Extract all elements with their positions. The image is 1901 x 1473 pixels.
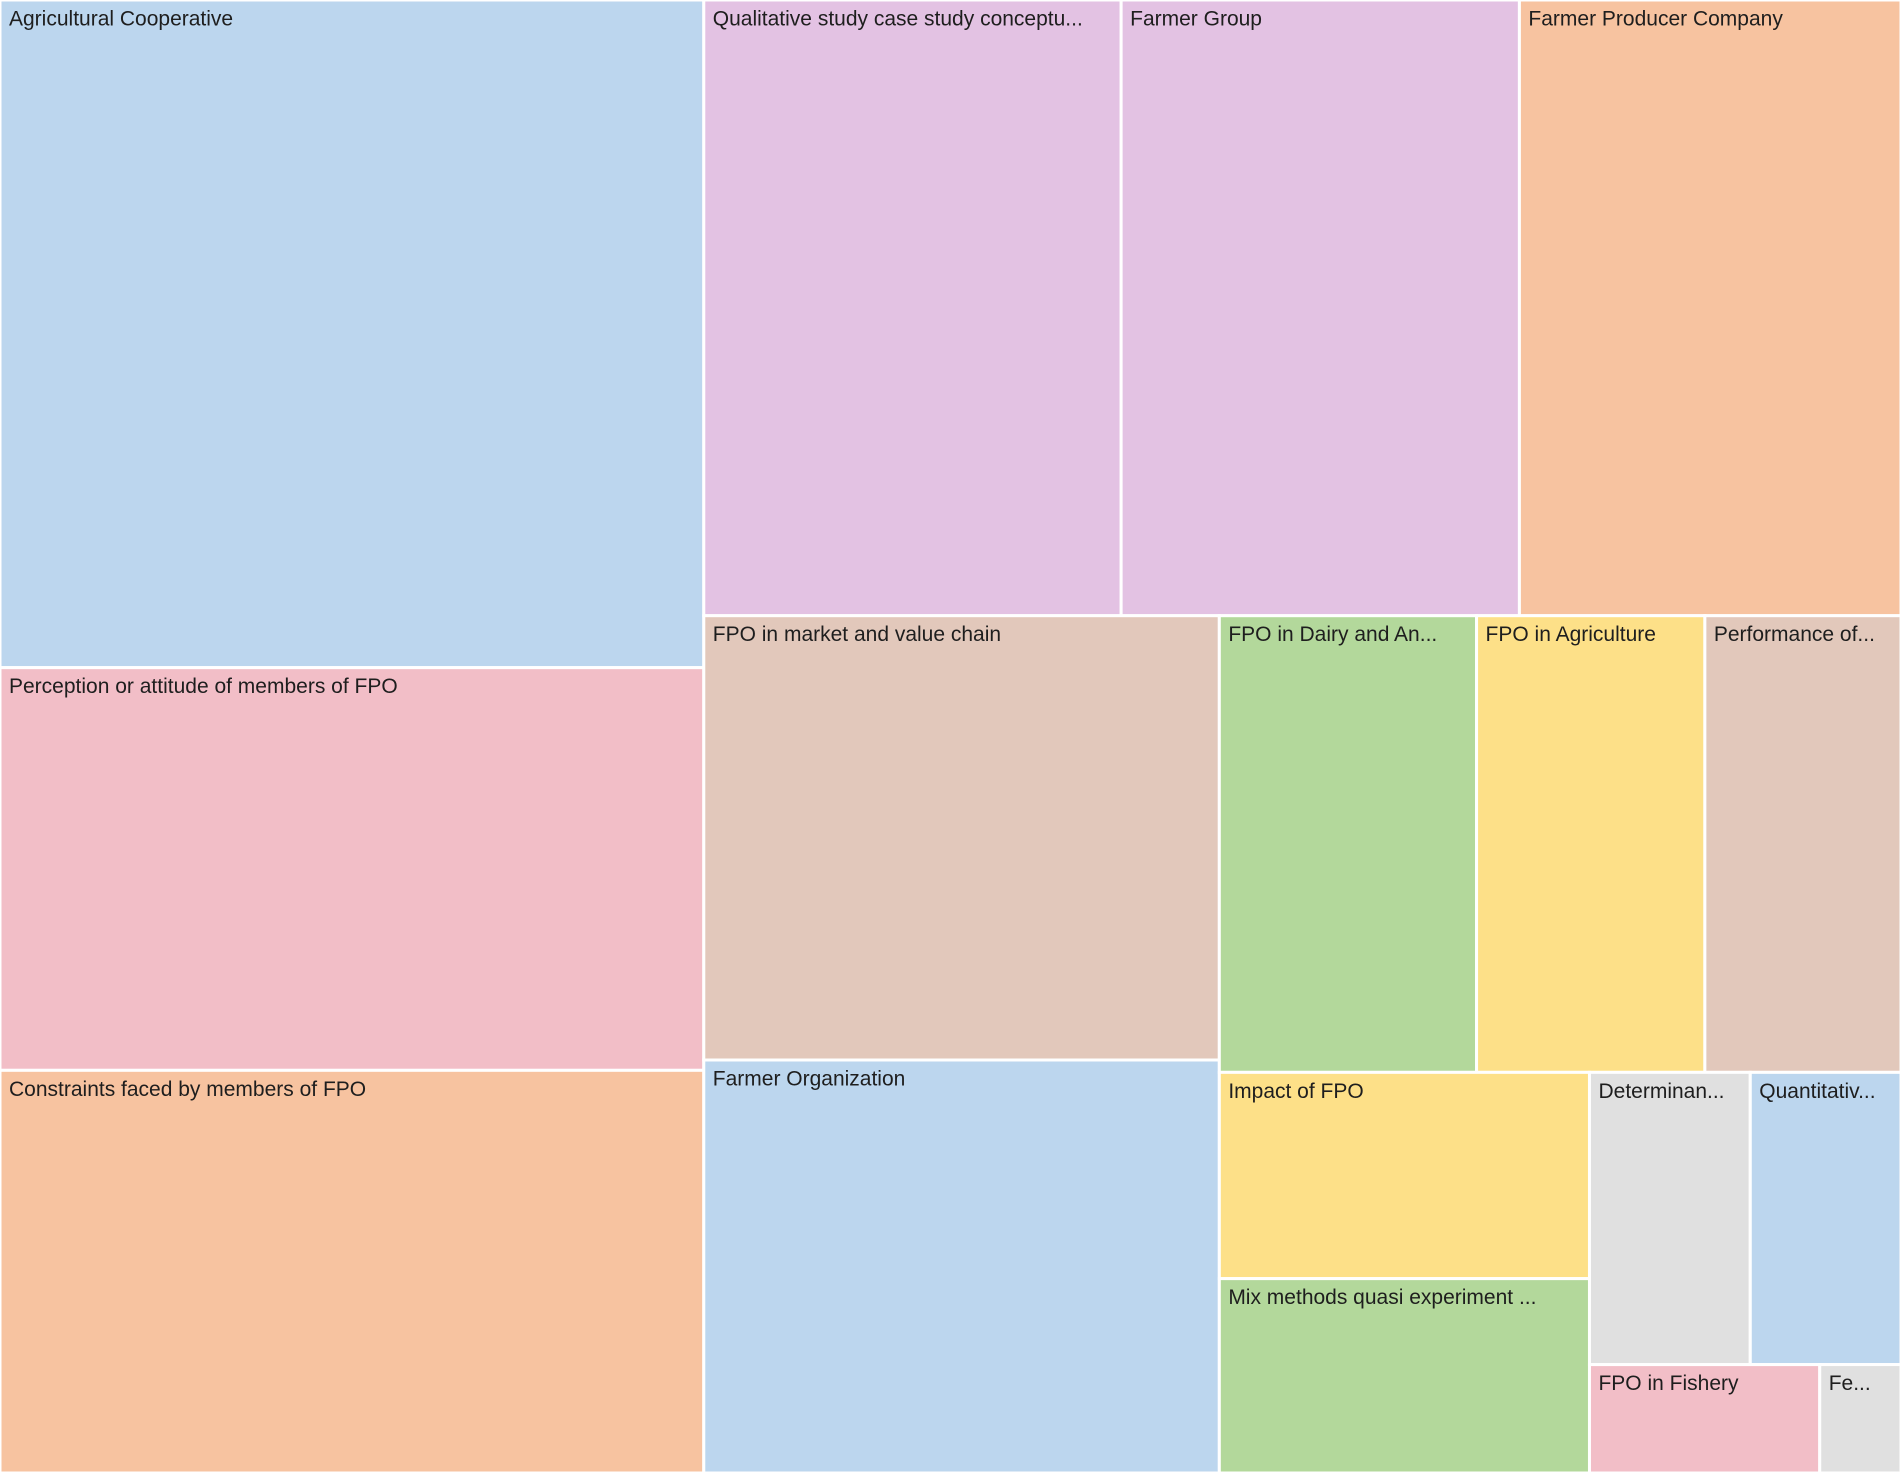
cell-label: Fe...: [1829, 1372, 1871, 1395]
treemap-cell: [1475, 614, 1707, 1074]
cell-label: Farmer Group: [1130, 8, 1262, 31]
treemap-cell: [0, 0, 706, 670]
treemap-cell: [1703, 614, 1901, 1074]
cell-label: Performance of...: [1714, 623, 1875, 646]
cell-label: FPO in Dairy and An...: [1228, 623, 1437, 646]
treemap-cell: [1587, 1363, 1822, 1473]
treemap-cell: [1818, 1363, 1901, 1473]
treemap-cell: [1217, 1070, 1591, 1281]
treemap-cell: [1517, 0, 1901, 618]
treemap-cell: [1587, 1070, 1752, 1367]
cell-label: Quantitativ...: [1759, 1080, 1875, 1103]
treemap-cell: [1119, 0, 1521, 618]
cell-label: Impact of FPO: [1228, 1080, 1363, 1103]
treemap-cell: [1217, 1277, 1591, 1473]
cell-label: FPO in market and value chain: [713, 623, 1001, 646]
cell-label: Constraints faced by members of FPO: [9, 1078, 366, 1101]
cell-label: Qualitative study case study conceptu...: [713, 8, 1083, 31]
treemap-cell: [0, 666, 706, 1072]
cell-label: Agricultural Cooperative: [9, 8, 233, 31]
treemap-cell: [1748, 1070, 1901, 1367]
treemap-cell: [702, 614, 1221, 1062]
treemap-cell: [0, 1068, 706, 1473]
cell-label: Farmer Organization: [713, 1068, 906, 1091]
treemap-cell: [702, 0, 1123, 618]
cell-label: Farmer Producer Company: [1528, 8, 1783, 31]
treemap-cell: [1217, 614, 1479, 1074]
cell-label: FPO in Fishery: [1598, 1372, 1739, 1395]
treemap-cell: [702, 1058, 1221, 1473]
cell-label: Determinan...: [1598, 1080, 1724, 1103]
cell-label: Mix methods quasi experiment ...: [1228, 1286, 1536, 1309]
cell-label: Perception or attitude of members of FPO: [9, 675, 398, 698]
cell-label: FPO in Agriculture: [1486, 623, 1656, 646]
